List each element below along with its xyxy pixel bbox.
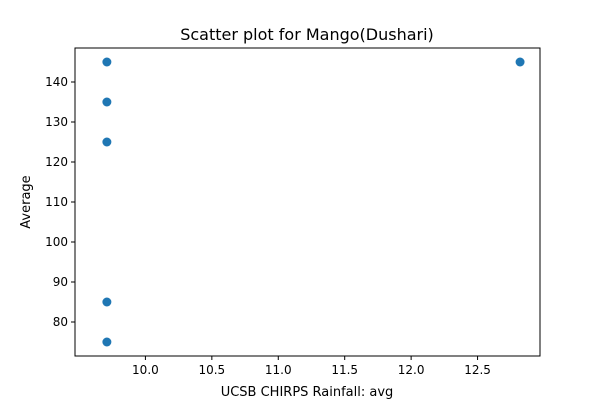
- data-point: [102, 297, 112, 307]
- x-tick-label: 10.0: [132, 363, 159, 377]
- x-tick-label: 11.0: [265, 363, 292, 377]
- data-point: [102, 137, 112, 147]
- x-tick-label: 12.5: [464, 363, 491, 377]
- y-tick-label: 130: [45, 115, 68, 129]
- y-tick-label: 110: [45, 195, 68, 209]
- data-point: [102, 57, 112, 67]
- y-axis-label: Average: [19, 175, 34, 228]
- points-group: [102, 57, 525, 347]
- y-tick-label: 100: [45, 235, 68, 249]
- x-tick-label: 12.0: [398, 363, 425, 377]
- y-tick-label: 80: [53, 315, 68, 329]
- chart-title: Scatter plot for Mango(Dushari): [180, 25, 434, 44]
- x-tick-label: 10.5: [198, 363, 225, 377]
- y-tick-label: 90: [53, 275, 68, 289]
- data-point: [102, 337, 112, 347]
- tick-group: 10.0 10.5 11.0 11.5 12.0 12.5 80 90 100 110 120 130…: [45, 75, 491, 377]
- x-axis-label: UCSB CHIRPS Rainfall: avg: [221, 385, 394, 400]
- data-point: [515, 57, 525, 67]
- y-tick-label: 140: [45, 75, 68, 89]
- plot-area-frame: [74, 47, 541, 357]
- y-tick-label: 120: [45, 155, 68, 169]
- data-point: [102, 97, 112, 107]
- x-tick-label: 11.5: [331, 363, 358, 377]
